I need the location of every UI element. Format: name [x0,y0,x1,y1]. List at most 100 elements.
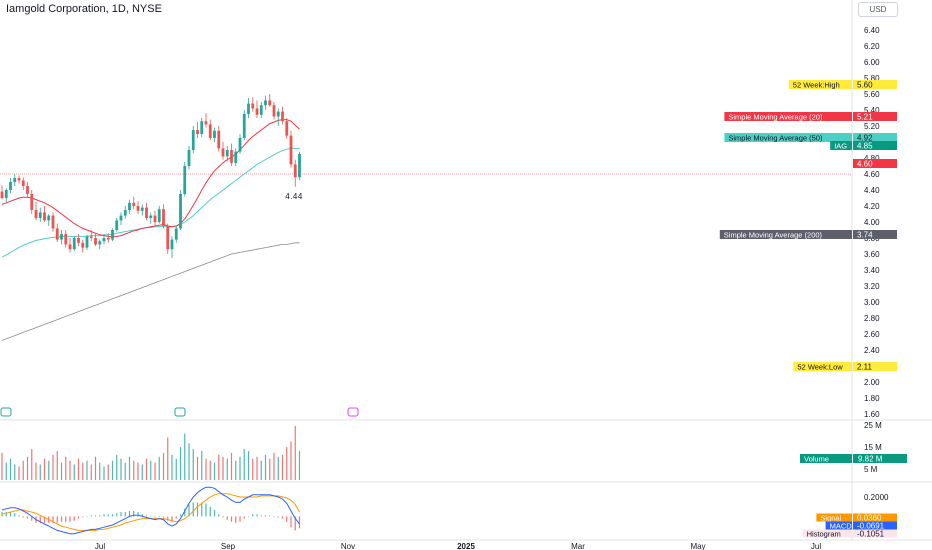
volume-bar [9,458,12,480]
currency-button[interactable]: USD [858,2,898,17]
volume-bar [239,456,241,480]
volume-bar [77,458,80,480]
volume-bar [188,443,190,480]
volume-bar [73,464,75,480]
candle-body [204,121,208,125]
volume-bar [133,460,135,480]
price-tick-label: 6.00 [864,58,880,67]
candle-body [281,111,284,122]
candle [276,108,280,126]
macd-histogram-bar [31,516,33,521]
macd-tag-name-bg [825,521,852,530]
macd-histogram-bar [290,516,292,528]
candle-body [140,207,144,211]
volume-bar [179,447,182,480]
volume-bar [260,460,262,480]
volume-bar [264,454,267,480]
volume-bar [99,462,101,480]
macd-histogram-bar [5,512,7,517]
axis-tag-value-bg [853,230,897,239]
volume-tag-value: 9.82 M [858,455,883,464]
candle-body [183,166,187,194]
macd-histogram-bar [103,514,105,517]
macd-histogram-bar [133,511,135,517]
candle-body [247,103,250,114]
macd-histogram-bar [18,515,20,517]
macd-histogram-bar [116,513,118,517]
candle-body [94,238,97,245]
candle [285,118,289,139]
volume-bar [201,451,203,480]
price-tick-label: 2.80 [864,314,880,323]
candle-body [0,191,4,198]
volume-tick-label: 5 M [864,465,878,474]
price-tick-label: 4.00 [864,218,880,227]
macd-histogram-bar [167,516,169,521]
volume-bar [256,456,258,480]
candle-body [166,226,170,250]
macd-histogram-bar [264,515,267,517]
volume-bar [107,464,109,480]
candle-body [276,111,280,117]
macd-histogram-bar [39,516,41,523]
candle-body [77,238,80,243]
volume-bar [94,456,97,480]
axis-tag-value: 4.92 [857,134,873,143]
candle [213,127,216,142]
candle-body [26,186,29,194]
candle-body [162,209,165,226]
macd-histogram-bar [73,516,75,521]
volume-tag-name: Volume [804,455,829,464]
axis-tag-name: Simple Moving Average (200) [724,231,823,240]
candle [293,159,297,187]
candle [225,146,229,162]
volume-bar [65,456,67,480]
axis-tag-name-bg [793,362,852,371]
price-label-tag: 4.60 [853,159,897,169]
candle-body [85,236,89,248]
volume-bar [43,458,46,480]
price-tick-label: 5.60 [864,90,880,99]
macd-histogram-bar [86,516,88,517]
volume-bar [269,458,271,480]
candle-body [111,230,114,240]
candle [51,212,55,232]
volume-bar [218,454,220,480]
price-tick-label: 3.60 [864,250,880,259]
volume-bar [56,451,58,480]
candle-body [187,150,191,166]
candle [272,102,276,120]
candle-body [34,210,38,218]
macd-histogram-bar [154,516,156,518]
macd-tag-name-bg [802,529,852,538]
candle [230,143,233,166]
candle-body [64,234,68,245]
price-tick-label: 2.00 [864,378,880,387]
candle [85,234,89,250]
candle-body [149,215,153,218]
candle [183,162,187,197]
macd-histogram-bar [107,514,109,517]
macd-histogram-bar [56,516,58,523]
macd-histogram-bar [235,516,237,523]
time-axis-label: Jul [95,542,105,550]
macd-value-tag: Signal 0.0360 [816,513,897,523]
macd-histogram-bar [222,516,224,518]
candle [234,148,238,166]
candle-body [106,238,110,240]
axis-tag-value: 4.60 [857,160,873,169]
macd-histogram-bar [94,515,97,517]
candle [123,206,127,219]
axis-tag-name: Simple Moving Average (20) [728,113,823,122]
candle [298,151,301,181]
candle [187,146,191,170]
time-axis-label: 2025 [457,542,475,550]
macd-histogram-bar [205,503,207,517]
volume-bar [52,454,54,480]
candle [115,218,119,232]
macd-histogram-bar [162,516,165,518]
price-tick-label: 4.20 [864,202,880,211]
axis-tag-name: IAG [834,142,847,151]
